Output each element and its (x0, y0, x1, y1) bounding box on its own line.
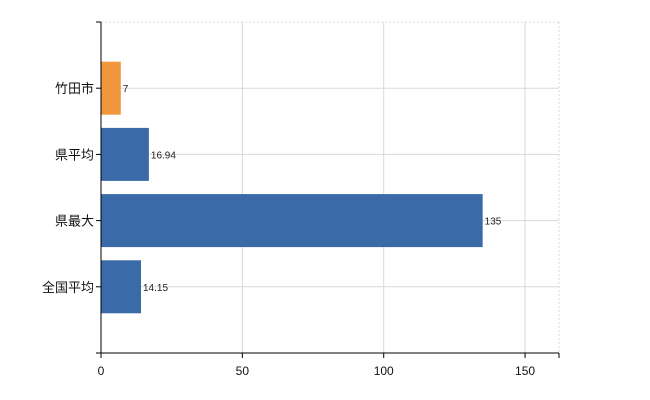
axes-group (96, 21, 560, 358)
x-tick-label-0: 0 (98, 364, 105, 378)
bar-0 (101, 61, 121, 115)
bar-2 (101, 194, 483, 248)
x-tick-label-100: 100 (374, 364, 394, 378)
value-label-3: 14.15 (143, 283, 168, 294)
category-label-3: 全国平均 (42, 280, 94, 296)
value-label-2: 135 (485, 217, 502, 228)
grid-lines (101, 21, 560, 353)
category-label-2: 県最大 (55, 215, 94, 230)
bar-1 (101, 127, 149, 181)
x-tick-label-150: 150 (515, 364, 535, 378)
value-label-0: 7 (123, 84, 129, 95)
bar-3 (101, 260, 142, 314)
value-label-1: 16.94 (151, 150, 176, 161)
x-tick-label-50: 50 (236, 364, 250, 378)
category-label-1: 県平均 (55, 148, 94, 163)
category-label-0: 竹田市 (55, 81, 94, 97)
bars-group (101, 61, 483, 314)
